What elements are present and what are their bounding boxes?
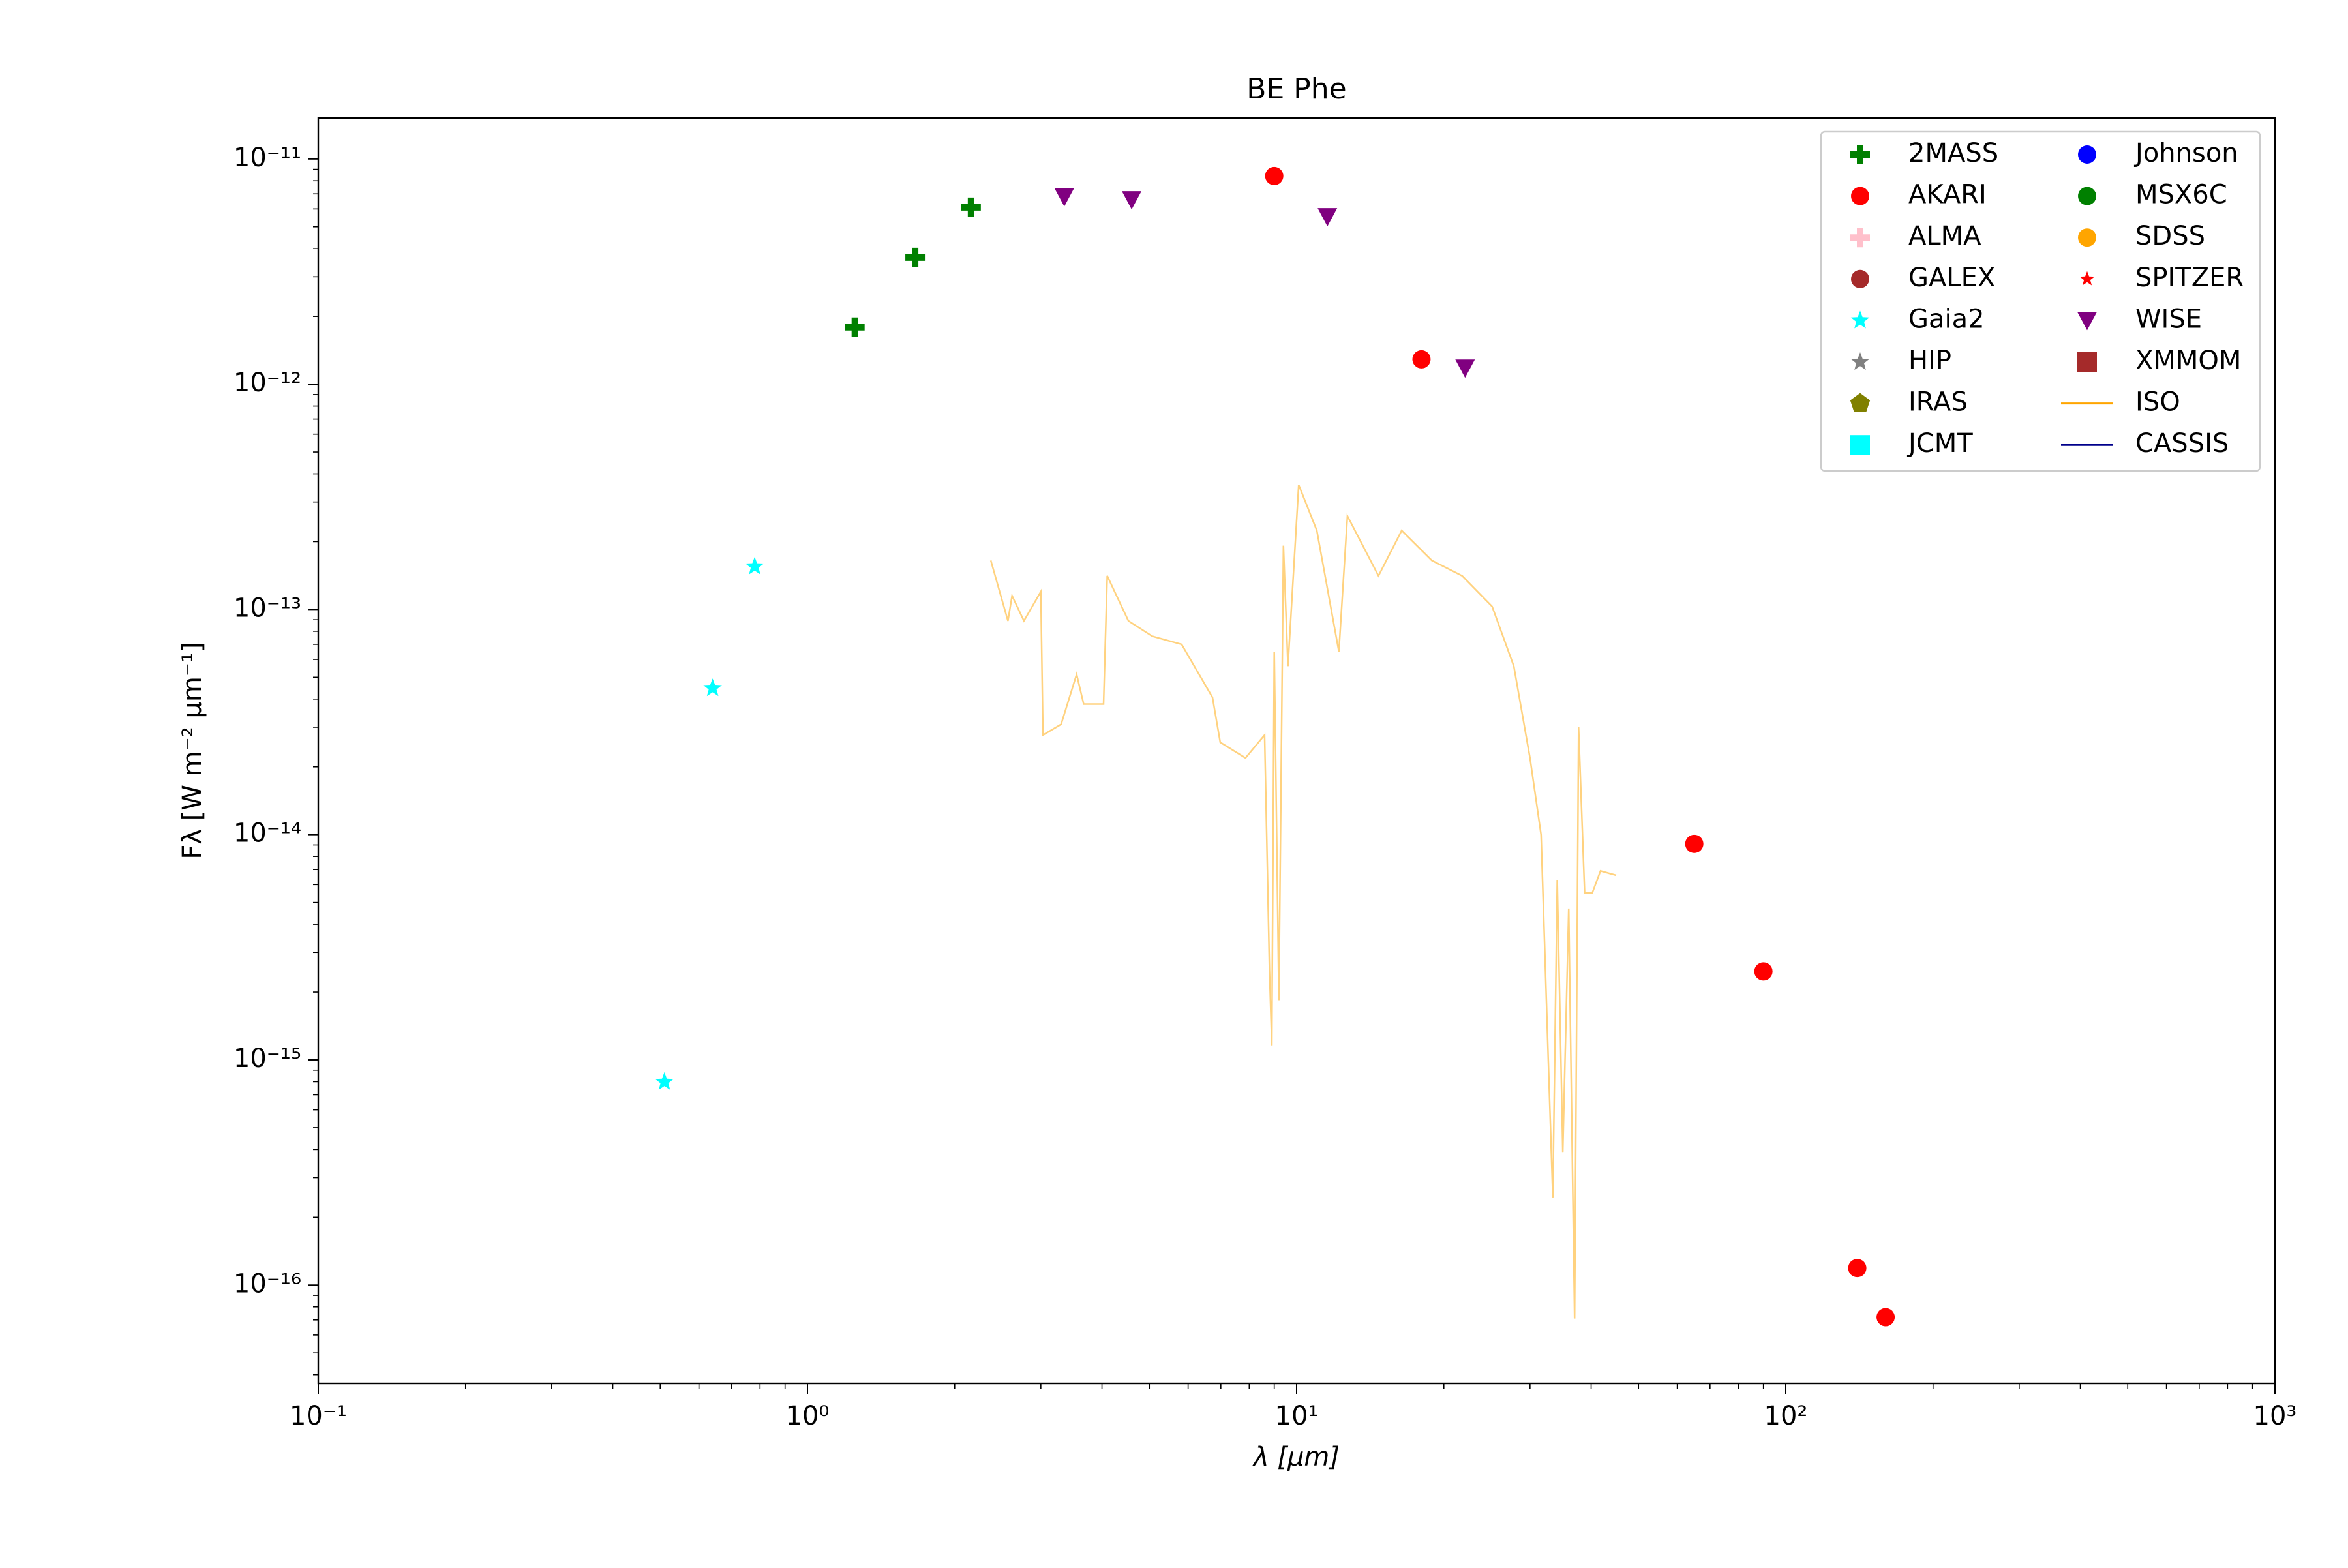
data-point — [1054, 188, 1074, 207]
legend-box — [1820, 130, 2261, 472]
legend-label: Johnson — [2133, 138, 2238, 168]
y-tick-label: 10⁻¹³ — [233, 593, 301, 623]
legend-marker — [1850, 352, 1870, 370]
legend-marker — [1851, 269, 1869, 288]
legend-label: HIP — [1908, 346, 1951, 376]
x-tick-label: 10⁰ — [786, 1401, 830, 1431]
legend-marker — [1850, 145, 1870, 164]
legend-marker — [1850, 435, 1870, 455]
legend-marker — [1850, 228, 1870, 248]
legend-label: ALMA — [1908, 221, 1981, 251]
y-tick-label: 10⁻¹⁵ — [233, 1044, 301, 1074]
legend-label: Gaia2 — [1908, 304, 1985, 334]
legend-marker — [1851, 187, 1869, 205]
legend-label: XMMOM — [2135, 346, 2241, 376]
legend: 2MASS AKARI ALMA GALEX Gaia2 HIP IRAS JCMT Johns… — [1820, 130, 2261, 472]
plot-frame — [317, 117, 2276, 1385]
x-tick-label: 10¹ — [1275, 1401, 1319, 1431]
legend-label: GALEX — [1908, 263, 1995, 293]
data-point — [1317, 208, 1338, 227]
data-point — [1122, 191, 1142, 210]
legend-label: 2MASS — [1908, 138, 1998, 168]
spectrum-line — [989, 485, 1617, 1319]
x-tick-label: 10⁻¹ — [290, 1401, 347, 1431]
legend-label: SDSS — [2135, 221, 2205, 251]
y-tick-label: 10⁻¹² — [233, 368, 301, 398]
data-point — [655, 1072, 674, 1090]
data-point — [1876, 1308, 1895, 1327]
legend-marker — [2079, 271, 2095, 286]
data-point — [1685, 834, 1704, 853]
legend-label: ISO — [2135, 387, 2180, 417]
legend-label: JCMT — [1906, 429, 1973, 459]
legend-label: WISE — [2135, 304, 2202, 334]
legend-label: AKARI — [1908, 180, 1987, 210]
data-point — [845, 317, 865, 337]
legend-marker — [2078, 187, 2096, 205]
data-point — [1265, 166, 1284, 185]
data-point — [905, 247, 926, 267]
data-point — [1848, 1259, 1867, 1278]
y-tick-label: 10⁻¹⁶ — [233, 1269, 301, 1299]
legend-label: MSX6C — [2135, 180, 2227, 210]
x-axis-label: λ [μm] — [1252, 1442, 1340, 1472]
legend-marker — [2078, 145, 2096, 164]
legend-label: CASSIS — [2135, 429, 2229, 459]
legend-marker — [1850, 393, 1871, 412]
data-point — [1455, 359, 1475, 378]
data-point — [961, 197, 981, 217]
data-point — [1412, 350, 1431, 369]
legend-marker — [2078, 228, 2096, 247]
y-axis-label: Fλ [W m⁻² μm⁻¹] — [177, 642, 207, 859]
x-tick-label: 10³ — [2253, 1401, 2297, 1431]
legend-marker — [1850, 310, 1870, 329]
legend-marker — [2077, 352, 2097, 372]
legend-label: SPITZER — [2135, 263, 2244, 293]
data-point — [1754, 962, 1773, 981]
data-point — [703, 678, 722, 697]
legend-label: IRAS — [1908, 387, 1968, 417]
y-tick-label: 10⁻¹¹ — [233, 143, 301, 173]
chart-title: BE Phe — [1246, 72, 1346, 106]
x-tick-label: 10² — [1764, 1401, 1808, 1431]
data-point — [745, 556, 764, 575]
y-tick-label: 10⁻¹⁴ — [233, 819, 301, 849]
legend-marker — [2077, 312, 2097, 331]
plot-area — [655, 166, 1895, 1327]
